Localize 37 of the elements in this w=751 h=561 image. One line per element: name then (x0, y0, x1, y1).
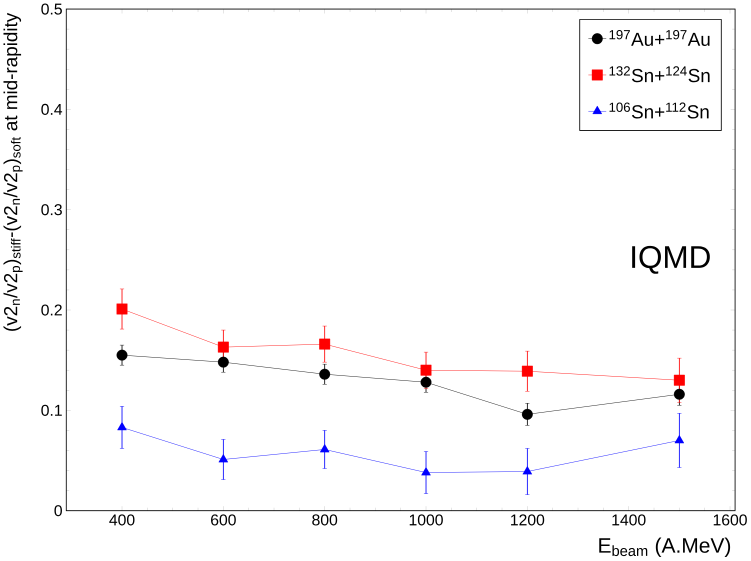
point (117, 422, 127, 430)
point (218, 356, 229, 368)
x-tick-label: 600 (211, 514, 236, 526)
annotation: IQMD (632, 246, 710, 274)
x-tick-label: 1000 (410, 514, 443, 526)
point (218, 454, 228, 463)
point (674, 375, 685, 386)
point (674, 435, 684, 444)
point (420, 364, 432, 376)
point (218, 342, 229, 353)
x-tick-label: 400 (109, 514, 134, 526)
point (522, 466, 532, 475)
y-tick-label: 0 (54, 505, 62, 516)
legend-label: $^{132}$Sn+$^{124}$Sn (610, 66, 710, 82)
x-tick-label: 1400 (612, 514, 646, 526)
point (116, 350, 128, 361)
point (320, 444, 330, 453)
point (116, 304, 128, 315)
x-tick-label: 1200 (511, 514, 544, 526)
x-axis-title: E$_{beam}$ (A.MeV) (599, 538, 730, 558)
legend-label: $^{106}$Sn+$^{112}$Sn (610, 102, 709, 119)
y-tick-label: 0.2 (41, 304, 62, 316)
y-tick-label: 0.1 (41, 405, 62, 416)
point (319, 338, 330, 350)
y-tick-label: 0.5 (41, 4, 62, 15)
point (421, 467, 431, 476)
point (522, 366, 533, 377)
point (522, 409, 533, 420)
y-tick-label: 0.3 (41, 204, 62, 216)
text: (v2$_{n}$/v2$_{p}$)$_{stiff}$-(v2$_{n}$/v2$_{p}$)$_{soft}$ at mid-rapidity (3, 13, 23, 332)
point (319, 369, 330, 380)
x-tick-label: 1600 (714, 514, 747, 526)
x-tick-label: 800 (312, 514, 338, 526)
point (420, 377, 432, 388)
legend-label: $^{197}$Au+$^{197}$Au (610, 30, 710, 46)
y-tick-label: 0.4 (41, 104, 62, 116)
point (674, 389, 685, 400)
